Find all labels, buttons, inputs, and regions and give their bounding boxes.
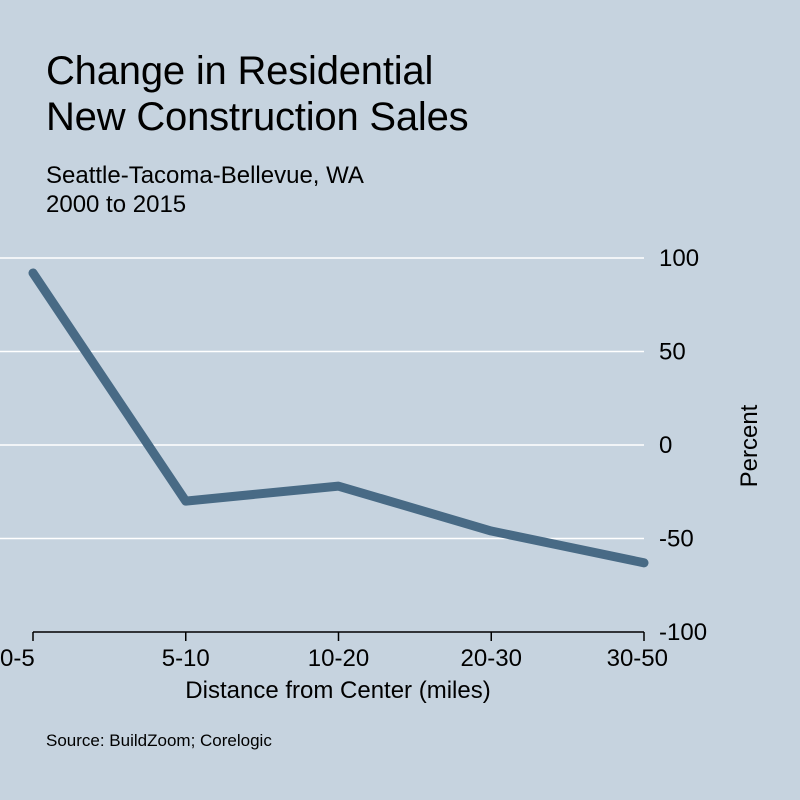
- chart-subtitle: Seattle-Tacoma-Bellevue, WA 2000 to 2015: [46, 161, 364, 219]
- chart-title: Change in Residential New Construction S…: [46, 48, 469, 140]
- y-tick-label: -50: [659, 526, 694, 553]
- chart-subtitle-line-2: 2000 to 2015: [46, 191, 187, 218]
- series-line: [28, 268, 649, 568]
- chart-title-line-1: Change in Residential: [46, 49, 434, 93]
- x-tick-label: 0-5: [0, 645, 35, 672]
- y-tick-label: 100: [659, 245, 699, 272]
- series-layer: [28, 268, 649, 568]
- chart-subtitle-line-1: Seattle-Tacoma-Bellevue, WA: [46, 162, 364, 189]
- x-axis-label: Distance from Center (miles): [185, 677, 490, 704]
- x-axis: [32, 631, 645, 641]
- x-tick-label: 30-50: [607, 645, 668, 672]
- x-tick-labels: 0-5 5-10 10-20 20-30 30-50: [0, 645, 668, 672]
- source-note: Source: BuildZoom; Corelogic: [46, 731, 272, 750]
- x-tick-label: 20-30: [461, 645, 522, 672]
- gridlines: [0, 257, 644, 540]
- x-tick-label: 5-10: [162, 645, 210, 672]
- y-tick-label: -100: [659, 619, 707, 646]
- y-axis-label: Percent: [736, 404, 763, 487]
- y-axis: 100 50 0 -50 -100: [659, 245, 707, 646]
- x-tick-label: 10-20: [308, 645, 369, 672]
- chart-title-line-2: New Construction Sales: [46, 95, 469, 139]
- y-tick-label: 50: [659, 339, 686, 366]
- y-tick-label: 0: [659, 432, 672, 459]
